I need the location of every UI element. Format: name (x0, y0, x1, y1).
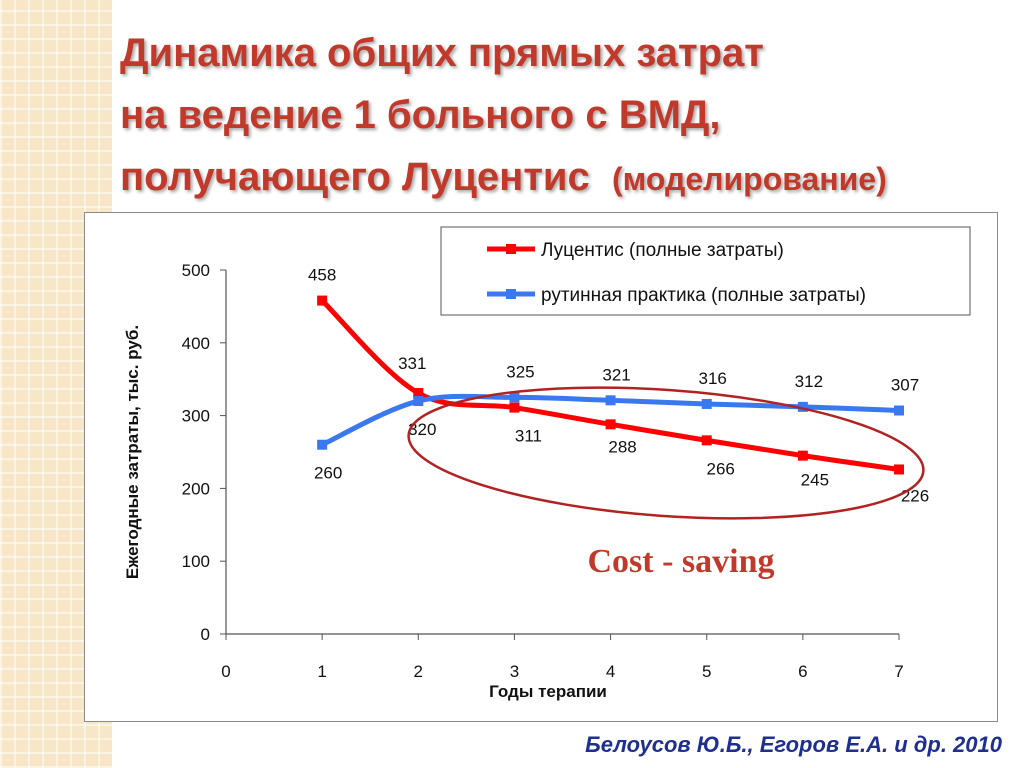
series-marker-routine (317, 439, 328, 450)
chart-series (317, 295, 904, 475)
series-marker-routine (701, 398, 712, 409)
x-tick-label: 1 (317, 662, 326, 681)
y-tick-label: 500 (182, 261, 210, 280)
series-marker-lucentis (701, 435, 712, 446)
chart-legend: Луцентис (полные затраты) рутинная практи… (440, 226, 971, 316)
data-label-lucentis: 288 (608, 437, 636, 456)
series-marker-lucentis (605, 419, 616, 430)
data-label-routine: 260 (314, 464, 342, 483)
data-label-lucentis: 311 (515, 427, 542, 446)
x-tick-label: 7 (894, 662, 903, 681)
cost-saving-ellipse (407, 386, 925, 520)
legend-label-lucentis: Луцентис (полные затраты) (541, 240, 784, 261)
data-label-lucentis: 226 (901, 486, 929, 505)
y-tick-label: 0 (201, 625, 210, 644)
data-label-routine: 316 (699, 369, 727, 388)
cost-saving-annotation: Cost - saving (587, 543, 774, 580)
data-label-routine: 321 (602, 365, 630, 384)
legend-marker-routine (506, 289, 516, 299)
series-marker-lucentis (413, 388, 424, 399)
y-tick-label: 400 (182, 334, 210, 353)
x-tick-label: 3 (510, 662, 519, 681)
y-tick-label: 300 (182, 407, 210, 426)
y-tick-label: 200 (182, 479, 210, 498)
series-marker-lucentis (317, 295, 328, 306)
series-marker-routine (413, 396, 424, 407)
data-label-lucentis: 245 (801, 471, 829, 490)
data-label-lucentis: 331 (398, 354, 426, 373)
data-label-lucentis: 458 (308, 266, 336, 285)
title-line-3-sub: (моделирование) (612, 161, 887, 197)
series-marker-routine (605, 395, 616, 406)
legend-label-routine: рутинная практика (полные затраты) (541, 285, 866, 306)
chart-data-labels: 458 331 311 288 266 245 226 260 320 325 321 316 312 3… (308, 266, 929, 506)
title-line-3: получающего Луцентис (моделирование) (120, 146, 1020, 210)
legend-marker-lucentis (506, 244, 516, 254)
data-label-lucentis: 266 (707, 459, 735, 478)
series-marker-routine (509, 392, 520, 403)
citation: Белоусов Ю.Б., Егоров Е.А. и др. 2010 (585, 732, 1002, 757)
data-label-routine: 325 (506, 362, 534, 381)
data-label-routine: 307 (891, 376, 919, 395)
series-marker-routine (894, 405, 904, 416)
series-marker-lucentis (797, 450, 808, 461)
data-label-routine: 320 (408, 420, 436, 439)
series-marker-routine (797, 401, 808, 412)
y-tick-label: 100 (182, 552, 210, 571)
x-tick-label: 0 (221, 662, 230, 681)
x-tick-label: 4 (606, 662, 615, 681)
x-axis-label: Годы терапии (489, 682, 607, 701)
y-axis-label: Ежегодные затраты, тыс. руб. (123, 325, 142, 579)
series-marker-lucentis (894, 464, 904, 475)
slide-title: Динамика общих прямых затрат на ведение … (120, 22, 1020, 210)
chart-axes: 0 100 200 300 400 500 0 1 2 3 4 5 6 7 Годы терапии Ежег… (123, 261, 904, 701)
x-tick-label: 5 (702, 662, 711, 681)
title-line-3-main: получающего Луцентис (120, 155, 590, 199)
series-marker-lucentis (509, 402, 520, 413)
title-line-2: на ведение 1 больного с ВМД, (120, 93, 721, 137)
legend-box (440, 226, 971, 316)
x-tick-label: 6 (798, 662, 807, 681)
data-label-routine: 312 (795, 372, 823, 391)
x-tick-label: 2 (414, 662, 423, 681)
title-line-1: Динамика общих прямых затрат (120, 31, 764, 75)
